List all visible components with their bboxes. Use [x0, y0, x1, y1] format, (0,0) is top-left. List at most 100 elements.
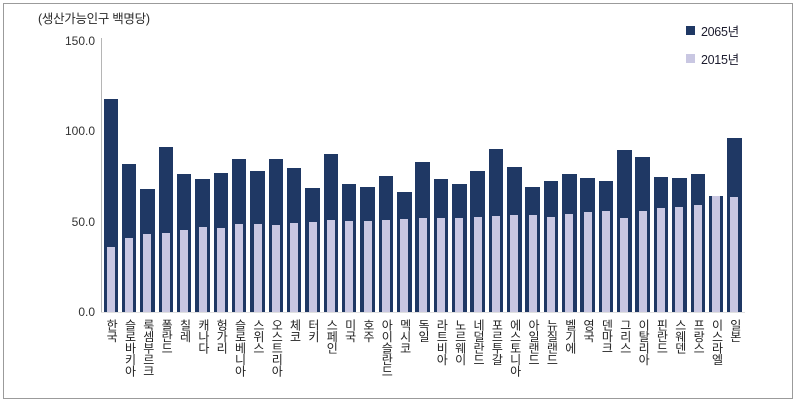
bar-group — [671, 41, 689, 312]
x-axis-label: 호주 — [361, 319, 376, 342]
x-axis-label-cell: 이탈리아 — [634, 319, 652, 377]
bar-group — [616, 41, 634, 312]
x-axis-label-cell: 노르웨이 — [451, 319, 469, 377]
bar-group — [322, 41, 340, 312]
x-axis-label: 체코 — [288, 319, 303, 342]
bar-group — [689, 41, 707, 312]
x-axis-label-cell: 멕시코 — [396, 319, 414, 377]
y-tick-50: 50.0 — [71, 215, 95, 229]
bar-group — [340, 41, 358, 312]
x-axis-label-cell: 네덜란드 — [469, 319, 487, 377]
x-axis-label: 프랑스 — [691, 319, 706, 354]
y-axis-line — [101, 38, 102, 313]
y-tick-100: 100.0 — [64, 124, 95, 138]
bar-2015 — [253, 223, 262, 312]
bar-2015 — [180, 230, 189, 312]
bar-group — [212, 41, 230, 312]
legend-swatch-2065-icon — [686, 25, 695, 35]
bar-2015 — [400, 219, 409, 312]
x-axis-label: 슬로바키아 — [122, 319, 137, 377]
bar-2015 — [216, 228, 225, 312]
bar-group — [396, 41, 414, 312]
bar-group — [726, 41, 744, 312]
bar-group — [542, 41, 560, 312]
bar-2015 — [638, 210, 647, 312]
bar-2015 — [345, 220, 354, 312]
bar-2015 — [473, 216, 482, 312]
x-axis-label-cell: 미국 — [340, 319, 358, 377]
bar-2015 — [308, 222, 317, 312]
x-axis-label-cell: 라트비아 — [432, 319, 450, 377]
x-axis-label-cell: 벨기에 — [561, 319, 579, 377]
bar-2015 — [528, 215, 537, 312]
x-axis-label-cell: 폴란드 — [157, 319, 175, 377]
bar-2015 — [106, 246, 115, 312]
x-axis-label-cell: 일본 — [726, 319, 744, 377]
bar-group — [285, 41, 303, 312]
bar-2015 — [712, 196, 721, 312]
x-axis-label-cell: 슬로베니아 — [230, 319, 248, 377]
x-axis-label: 포르투갈 — [489, 319, 504, 365]
bar-2015 — [547, 217, 556, 312]
x-axis-label-cell: 이스라엘 — [707, 319, 725, 377]
x-axis-label-cell: 헝가리 — [212, 319, 230, 377]
bar-2015 — [125, 237, 134, 312]
x-axis-baseline — [101, 312, 745, 313]
x-axis-label: 독일 — [416, 319, 431, 342]
bar-group — [707, 41, 725, 312]
x-axis-label-cell: 뉴질랜드 — [542, 319, 560, 377]
x-axis-label-cell: 덴마크 — [597, 319, 615, 377]
x-axis-label: 뉴질랜드 — [544, 319, 559, 365]
x-axis-label: 일본 — [728, 319, 743, 342]
bar-group — [432, 41, 450, 312]
axis-unit-label: (생산가능인구 백명당) — [38, 12, 150, 26]
x-axis-label: 벨기에 — [563, 319, 578, 354]
x-axis-label-cell: 핀란드 — [652, 319, 670, 377]
bar-2015 — [161, 232, 170, 312]
x-axis-label: 헝가리 — [214, 319, 229, 354]
x-axis-label-cell: 한국 — [102, 319, 120, 377]
x-axis-labels: 한국 슬로바키아 룩셈부르크 폴란드 칠레 캐나다 헝가리 슬로베니아 스위스 오스트리아 체코 터키… — [102, 319, 744, 377]
x-axis-label: 미국 — [343, 319, 358, 342]
bar-2015 — [271, 224, 280, 312]
bar-group — [139, 41, 157, 312]
x-axis-label: 룩셈부르크 — [141, 319, 156, 377]
bar-group — [451, 41, 469, 312]
x-axis-label-cell: 스위스 — [249, 319, 267, 377]
bar-group — [157, 41, 175, 312]
plot-area — [102, 41, 744, 312]
bar-2015 — [730, 197, 739, 312]
bar-2015 — [693, 205, 702, 312]
x-axis-label-cell: 체코 — [285, 319, 303, 377]
x-axis-label: 노르웨이 — [453, 319, 468, 365]
bar-group — [487, 41, 505, 312]
x-axis-label-cell: 에스토니아 — [506, 319, 524, 377]
x-axis-label-cell: 캐나다 — [194, 319, 212, 377]
x-axis-label-cell: 그리스 — [616, 319, 634, 377]
bar-2015 — [363, 220, 372, 312]
x-axis-label: 멕시코 — [398, 319, 413, 354]
x-axis-label: 칠레 — [178, 319, 193, 342]
bar-2015 — [565, 213, 574, 312]
y-tick-150: 150.0 — [64, 34, 95, 48]
bar-2015 — [418, 218, 427, 312]
x-axis-label: 핀란드 — [654, 319, 669, 354]
x-axis-label: 오스트리아 — [269, 319, 284, 377]
bar-group — [469, 41, 487, 312]
bar-2015 — [510, 215, 519, 312]
bar-group — [120, 41, 138, 312]
legend-item-2015: 2015년 — [686, 49, 739, 67]
bar-group — [377, 41, 395, 312]
bar-group — [359, 41, 377, 312]
bar-group — [652, 41, 670, 312]
x-axis-label: 이탈리아 — [636, 319, 651, 365]
x-axis-label: 아이슬란드 — [379, 319, 394, 377]
bar-2015 — [602, 211, 611, 312]
x-axis-label: 에스토니아 — [508, 319, 523, 377]
x-axis-label: 한국 — [104, 319, 119, 342]
bar-group — [597, 41, 615, 312]
legend-label-2065: 2065년 — [701, 24, 739, 39]
x-axis-label: 캐나다 — [196, 319, 211, 354]
bar-2015 — [143, 234, 152, 312]
